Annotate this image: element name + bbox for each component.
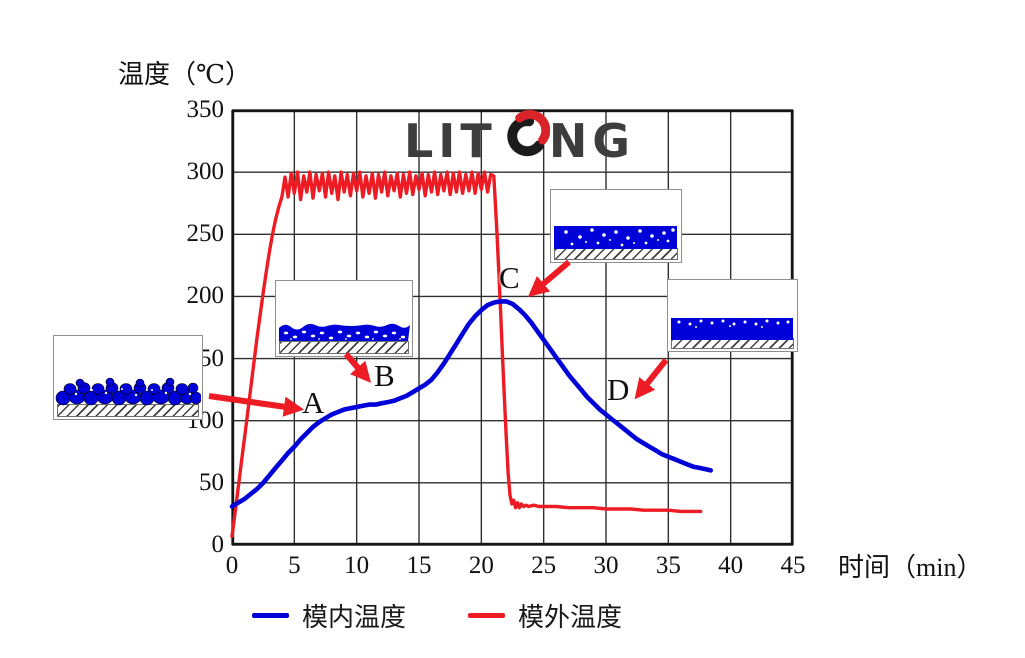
logo-text-right: NG	[548, 114, 636, 168]
stage-label-a: A	[302, 385, 325, 420]
x-axis-title: 时间（min）	[838, 553, 983, 582]
arrow-to-d	[634, 358, 669, 400]
y-tick-label-200: 200	[186, 282, 225, 310]
mold-hatch-a	[57, 404, 199, 417]
inset-stage-b	[275, 280, 413, 357]
swirl-red-arc	[514, 109, 550, 145]
legend-swatch-inner-temp	[252, 613, 289, 618]
legend-label-inner-temp: 模内温度	[302, 603, 407, 632]
arrow-to-c	[528, 259, 571, 297]
x-tick-label-35: 35	[655, 552, 681, 579]
x-tick-label-20: 20	[468, 552, 494, 579]
legend-label-outer-temp: 模外温度	[518, 603, 623, 632]
solid-layer-graphic	[671, 318, 793, 340]
mold-hatch-b	[279, 341, 409, 354]
series-line-inner	[229, 299, 714, 509]
x-tick-label-30: 30	[593, 552, 619, 579]
y-axis-title: 温度（℃）	[118, 60, 252, 89]
legend-swatch-outer-temp	[468, 613, 505, 618]
x-tick-label-25: 25	[531, 552, 557, 579]
stage-label-b: B	[374, 358, 395, 393]
y-tick-label-0: 0	[211, 531, 225, 558]
liquid-layer-graphic	[554, 226, 677, 249]
arrow-to-a	[208, 393, 305, 417]
swirl-black-arc	[507, 116, 544, 157]
stage-label-d: D	[607, 372, 630, 407]
y-tick-label-50: 50	[199, 468, 224, 496]
litong-o-swirl-icon	[507, 109, 550, 157]
inset-stage-c	[550, 189, 682, 263]
arrow-to-b	[343, 352, 372, 383]
x-tick-label-15: 15	[406, 552, 432, 579]
legend-item-outer-temp: 模外温度	[468, 597, 622, 634]
litong-logo: LIT NG	[404, 109, 635, 173]
legend-item-inner-temp: 模内温度	[252, 597, 406, 634]
granules-graphic	[55, 377, 201, 406]
x-tick-label-10: 10	[344, 552, 370, 579]
x-tick-label-45: 45	[780, 552, 806, 579]
inset-stage-a	[53, 335, 203, 420]
chart-curves	[229, 170, 714, 538]
melt-layer-graphic	[279, 323, 410, 341]
y-tick-label-350: 350	[186, 96, 225, 123]
logo-text-left: LIT	[404, 114, 497, 168]
x-tick-label-5: 5	[288, 552, 301, 579]
y-tick-label-300: 300	[186, 158, 225, 186]
x-tick-label-40: 40	[718, 552, 744, 579]
stage-label-c: C	[499, 260, 520, 295]
series-line-outer	[230, 170, 703, 538]
x-tick-label-0: 0	[225, 552, 239, 579]
y-tick-label-250: 250	[186, 220, 225, 248]
inset-stage-d	[667, 279, 798, 352]
